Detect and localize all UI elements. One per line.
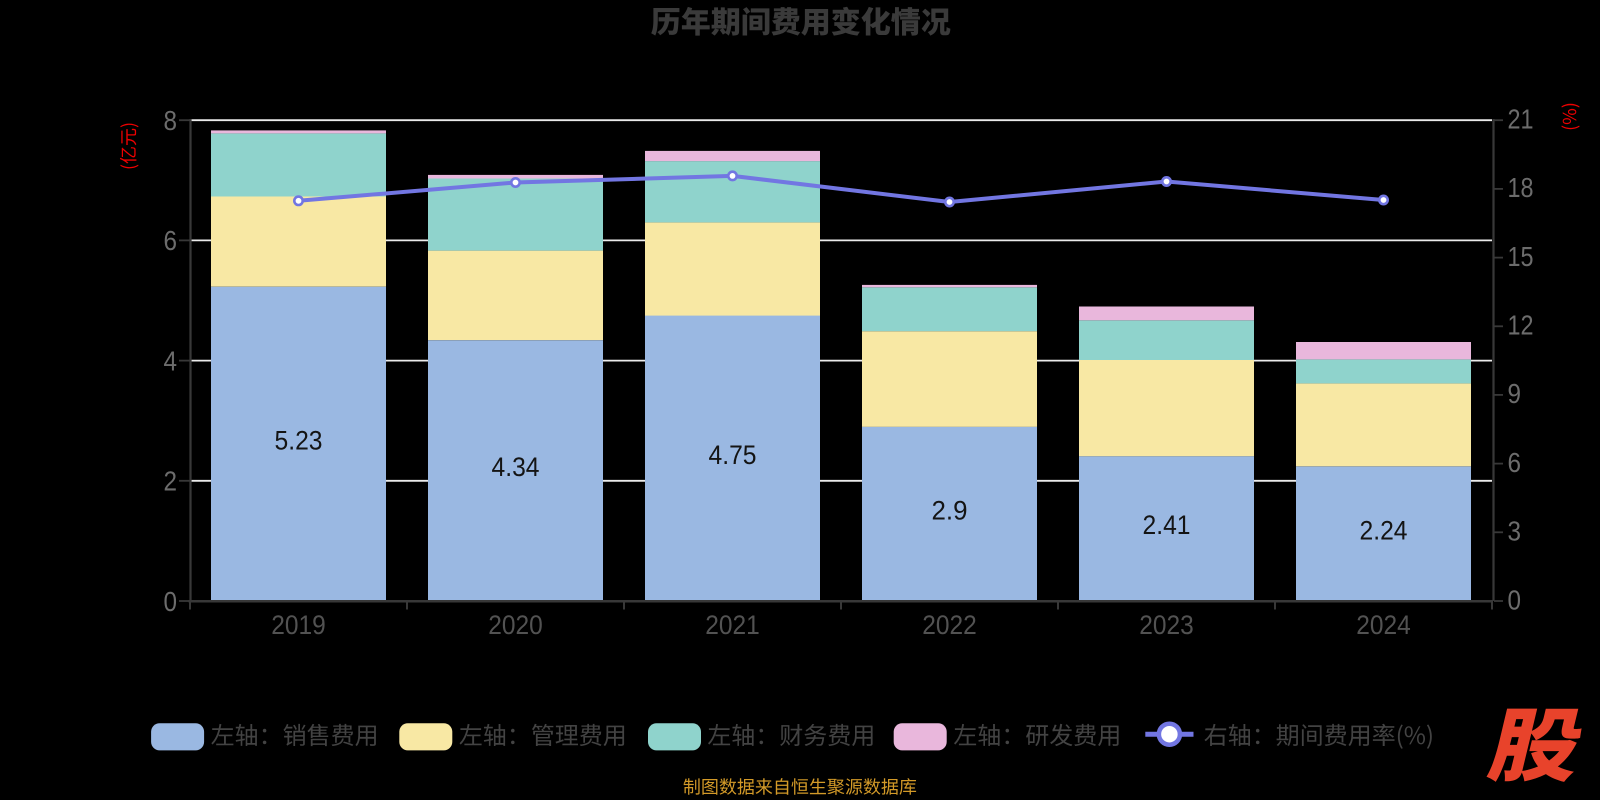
svg-text:15: 15 bbox=[1508, 241, 1534, 272]
svg-text:0: 0 bbox=[164, 586, 178, 617]
svg-text:8: 8 bbox=[164, 105, 178, 136]
svg-text:2019: 2019 bbox=[271, 610, 326, 640]
svg-text:2: 2 bbox=[164, 466, 178, 497]
svg-text:6: 6 bbox=[164, 225, 178, 256]
svg-text:2024: 2024 bbox=[1356, 610, 1411, 640]
svg-text:2023: 2023 bbox=[1139, 610, 1194, 640]
svg-text:0: 0 bbox=[1508, 584, 1522, 615]
svg-text:9: 9 bbox=[1508, 378, 1522, 409]
svg-text:4.34: 4.34 bbox=[492, 452, 540, 482]
svg-text:5.23: 5.23 bbox=[275, 425, 323, 455]
svg-text:2022: 2022 bbox=[922, 610, 977, 640]
svg-text:3: 3 bbox=[1508, 516, 1522, 547]
svg-text:2020: 2020 bbox=[488, 610, 543, 640]
svg-text:2.41: 2.41 bbox=[1143, 510, 1191, 540]
svg-text:2.9: 2.9 bbox=[932, 496, 968, 526]
svg-text:18: 18 bbox=[1508, 172, 1534, 203]
svg-text:4.75: 4.75 bbox=[709, 440, 757, 470]
svg-text:2021: 2021 bbox=[705, 610, 760, 640]
svg-text:12: 12 bbox=[1508, 310, 1534, 341]
svg-text:21: 21 bbox=[1508, 104, 1534, 135]
svg-text:2.24: 2.24 bbox=[1360, 515, 1408, 545]
svg-text:6: 6 bbox=[1508, 447, 1522, 478]
svg-text:4: 4 bbox=[164, 345, 178, 376]
